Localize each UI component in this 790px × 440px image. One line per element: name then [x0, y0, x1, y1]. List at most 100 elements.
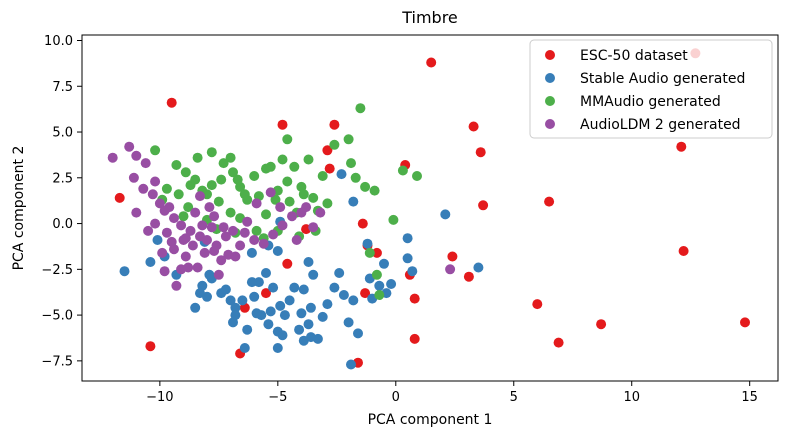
data-point: [478, 200, 489, 211]
data-point: [426, 57, 437, 68]
data-point: [218, 222, 229, 233]
data-point: [232, 174, 243, 185]
data-point: [140, 158, 151, 169]
data-point: [296, 207, 307, 218]
data-point: [147, 189, 158, 200]
data-point: [305, 332, 316, 343]
data-point: [180, 251, 191, 262]
data-point: [346, 359, 356, 370]
data-point: [303, 319, 314, 330]
data-point: [402, 233, 413, 244]
data-point: [317, 311, 328, 322]
data-point: [329, 119, 340, 130]
data-point: [119, 266, 130, 277]
data-point: [362, 238, 373, 249]
data-point: [532, 299, 543, 310]
data-point: [239, 189, 250, 200]
data-point: [157, 247, 168, 258]
legend-marker: [545, 50, 555, 60]
data-point: [386, 279, 397, 289]
data-point: [374, 280, 385, 291]
data-point: [187, 240, 198, 251]
ticks-layer: −10 −5 0 5 10 15 −7.5 −5.0 −2.5 0.0 2.5 5.0 7.5 10.0: [41, 34, 758, 405]
data-point: [553, 337, 564, 348]
chart-title: Timbre: [401, 8, 458, 27]
data-point: [161, 183, 172, 194]
data-point: [468, 121, 479, 132]
data-point: [282, 134, 293, 145]
data-point: [249, 171, 260, 181]
data-point: [216, 174, 227, 185]
data-point: [124, 141, 135, 152]
data-point: [447, 251, 458, 262]
data-point: [282, 258, 293, 269]
data-point: [206, 222, 217, 233]
legend-marker: [545, 96, 555, 106]
data-point: [180, 233, 191, 244]
y-tick-label: 0.0: [52, 217, 73, 232]
data-point: [261, 209, 271, 220]
data-point: [235, 240, 246, 251]
data-point: [246, 247, 257, 258]
data-point: [220, 284, 231, 295]
data-point: [296, 308, 307, 319]
data-point: [107, 152, 118, 163]
data-point: [161, 227, 172, 238]
data-point: [322, 198, 333, 209]
data-point: [336, 169, 347, 180]
x-tick-label: 0: [392, 390, 400, 405]
data-point: [277, 119, 288, 130]
data-point: [228, 167, 238, 178]
data-point: [246, 277, 257, 288]
data-point: [275, 300, 286, 311]
data-point: [277, 220, 288, 231]
data-point: [298, 189, 309, 200]
data-point: [388, 214, 399, 225]
data-point: [166, 236, 177, 247]
legend-marker: [545, 73, 555, 83]
data-point: [261, 163, 271, 174]
data-point: [183, 262, 194, 273]
data-point: [303, 257, 314, 267]
data-point: [289, 282, 300, 293]
legend-label: ESC-50 dataset: [580, 48, 688, 64]
data-point: [261, 288, 271, 299]
y-tick-label: 5.0: [52, 126, 73, 141]
data-point: [150, 176, 161, 187]
data-point: [379, 258, 389, 269]
data-point: [190, 302, 201, 313]
data-point: [357, 218, 368, 229]
data-point: [202, 235, 212, 245]
data-point: [225, 295, 236, 306]
y-axis-label: PCA component 2: [11, 146, 27, 271]
data-point: [371, 247, 382, 258]
data-point: [353, 328, 363, 339]
legend: ESC-50 dataset Stable Audio generated MMAu…: [529, 39, 773, 139]
x-tick-label: 5: [510, 390, 518, 405]
data-point: [308, 222, 319, 233]
data-point: [303, 154, 314, 165]
data-point: [230, 310, 241, 321]
y-tick-label: −5.0: [41, 309, 73, 324]
data-point: [272, 343, 283, 353]
data-point: [287, 211, 297, 222]
points-layer: [107, 48, 750, 370]
data-point: [206, 147, 217, 158]
y-tick-label: −2.5: [41, 263, 73, 278]
data-point: [242, 324, 253, 335]
data-point: [412, 171, 422, 181]
data-point: [346, 158, 356, 169]
data-point: [324, 163, 335, 174]
x-tick-label: 15: [741, 390, 758, 405]
data-point: [152, 235, 163, 245]
plot-frame: [81, 34, 779, 382]
data-point: [270, 194, 281, 205]
data-point: [225, 207, 236, 218]
data-point: [678, 246, 689, 256]
data-point: [475, 147, 486, 158]
data-point: [169, 213, 179, 224]
data-point: [397, 165, 408, 176]
data-point: [596, 319, 607, 330]
data-point: [171, 160, 182, 170]
